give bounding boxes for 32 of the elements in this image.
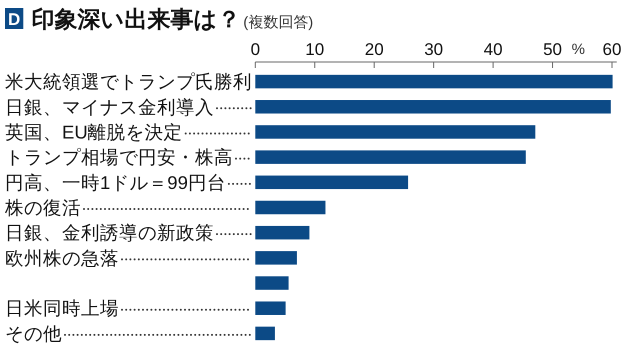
chart-title: 印象深い出来事は？: [31, 6, 240, 32]
chart-subtitle: (複数回答): [243, 14, 314, 31]
x-axis-title: %: [572, 41, 585, 58]
y-tick-label: トランプ相場で円安・株高: [5, 146, 233, 168]
bar: [255, 226, 310, 240]
x-tick-label: 60: [602, 40, 622, 59]
bar: [255, 326, 275, 340]
bar: [255, 125, 536, 139]
y-tick-label: 欧州株の急落: [5, 247, 119, 268]
x-tick-label: 0: [250, 40, 260, 59]
x-tick-label: 20: [364, 40, 384, 59]
bar: [255, 100, 611, 114]
y-tick-label: 英国、EU離脱を決定: [5, 121, 183, 142]
bar: [255, 251, 297, 265]
y-tick-label: その他: [5, 322, 62, 344]
x-tick-label: 10: [305, 40, 324, 59]
x-tick-label: 50: [543, 40, 562, 59]
x-tick-label: 30: [424, 40, 444, 59]
x-tick-label: 40: [484, 40, 503, 59]
bar: [255, 276, 289, 290]
bar: [255, 301, 286, 315]
bar: [255, 150, 526, 164]
bar: [255, 74, 613, 88]
y-tick-label: 日銀、金利誘導の新政策: [5, 222, 214, 244]
bar: [255, 200, 326, 214]
bar: [255, 176, 408, 190]
y-tick-label: 日米同時上場: [5, 298, 119, 319]
y-tick-label: 米大統領選でトランプ氏勝利: [5, 71, 252, 92]
y-tick-label: 日銀、マイナス金利導入: [5, 96, 214, 118]
annotation: D: [5, 8, 24, 29]
y-tick-label: 株の復活: [4, 197, 81, 218]
y-tick-label: 円高、一時1ドル＝99円台: [5, 172, 226, 193]
